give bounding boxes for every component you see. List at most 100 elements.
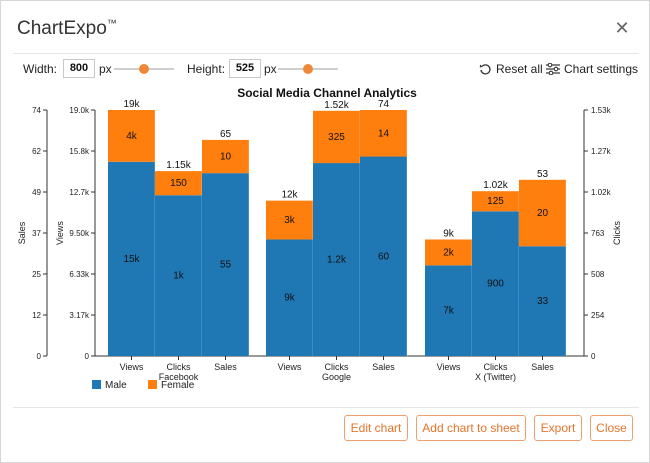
sales-axis-tick-label: 37 xyxy=(32,229,41,238)
bar-male-segment xyxy=(313,163,360,356)
size-toolbar: Width: 800 px Height: 525 px Reset all xyxy=(1,57,650,81)
bar-male-segment xyxy=(108,161,155,356)
legend-female-label: Female xyxy=(161,380,195,391)
trademark-mark: ™ xyxy=(106,18,117,30)
bar-total-label: 1.02k xyxy=(483,180,508,191)
x-category-label: Views xyxy=(437,362,461,372)
height-slider-thumb[interactable] xyxy=(303,64,313,74)
bar-male-segment xyxy=(519,246,566,356)
bar-female-segment xyxy=(266,200,313,240)
header-divider xyxy=(13,53,639,54)
bar-total-label: 74 xyxy=(378,99,390,110)
x-category-label: Views xyxy=(278,362,302,372)
add-chart-to-sheet-button[interactable]: Add chart to sheet xyxy=(416,415,526,441)
bar-female-data-label: 10 xyxy=(220,152,232,163)
bar-male-segment xyxy=(202,173,249,356)
export-button[interactable]: Export xyxy=(534,415,582,441)
sales-axis-tick-label: 25 xyxy=(32,270,41,279)
x-group-label: X (Twitter) xyxy=(475,372,516,382)
x-category-label: Sales xyxy=(372,362,395,372)
bar-total-label: 1.15k xyxy=(166,160,191,171)
bar-female-segment xyxy=(360,110,407,157)
reset-all-button[interactable]: Reset all xyxy=(479,59,543,79)
clicks-axis-tick-label: 763 xyxy=(591,229,605,238)
views-axis-tick-label: 12.7k xyxy=(69,188,90,197)
bar-male-segment xyxy=(472,211,519,356)
bar-male-data-label: 1.2k xyxy=(327,255,347,266)
x-category-label: Sales xyxy=(214,362,237,372)
stacked-bar-chart: Social Media Channel Analytics 0 12 25 37 49 6… xyxy=(17,86,622,391)
bar-male-data-label: 60 xyxy=(378,251,390,262)
width-label: Width: xyxy=(23,62,58,76)
bar-male-segment xyxy=(266,239,313,356)
height-label: Height: xyxy=(187,62,226,76)
bar-female-data-label: 150 xyxy=(170,178,187,189)
bar-male-data-label: 900 xyxy=(487,279,504,290)
bar-total-label: 1.52k xyxy=(324,100,349,111)
sales-axis-label: Sales xyxy=(17,221,27,244)
views-axis-tick-label: 9.50k xyxy=(69,229,90,238)
app-title: ChartExpo™ xyxy=(17,18,117,40)
x-category-label: Views xyxy=(120,362,144,372)
bar-female-data-label: 20 xyxy=(537,208,549,219)
views-axis-tick-label: 0 xyxy=(85,352,90,361)
x-group-label: Facebook xyxy=(159,372,199,382)
close-button[interactable]: Close xyxy=(590,415,633,441)
sales-axis-tick-label: 49 xyxy=(32,188,41,197)
sales-axis-tick-label: 12 xyxy=(32,311,41,320)
bar-male-data-label: 7k xyxy=(443,306,455,317)
bar-female-data-label: 3k xyxy=(284,215,296,226)
clicks-axis-tick-label: 1.02k xyxy=(591,188,612,197)
bar-male-data-label: 55 xyxy=(220,260,232,271)
reset-icon xyxy=(479,63,491,74)
x-category-label: Clicks xyxy=(484,362,508,372)
bar-total-label: 19k xyxy=(123,99,140,110)
bar-total-label: 12k xyxy=(281,190,298,201)
bar-male-data-label: 1k xyxy=(173,271,185,282)
bar-female-segment xyxy=(425,239,472,266)
bar-female-data-label: 125 xyxy=(487,196,504,207)
edit-chart-button[interactable]: Edit chart xyxy=(344,415,408,441)
bar-female-segment xyxy=(155,171,202,196)
bar-female-segment xyxy=(202,139,249,174)
bar-female-segment xyxy=(519,179,566,247)
x-category-label: Sales xyxy=(531,362,554,372)
width-unit: px xyxy=(99,62,112,76)
bar-female-data-label: 325 xyxy=(328,132,345,143)
bar-male-data-label: 15k xyxy=(123,254,140,265)
bar-total-label: 53 xyxy=(537,169,549,180)
bar-female-data-label: 4k xyxy=(126,131,138,142)
width-slider-thumb[interactable] xyxy=(139,64,149,74)
chart-settings-label: Chart settings xyxy=(564,62,639,76)
width-input[interactable]: 800 xyxy=(63,59,95,78)
chart-settings-button[interactable]: Chart settings xyxy=(546,59,638,79)
height-slider[interactable] xyxy=(278,61,338,77)
bar-total-label: 65 xyxy=(220,129,232,140)
width-slider[interactable] xyxy=(114,61,174,77)
height-unit: px xyxy=(264,62,277,76)
clicks-axis-tick-label: 508 xyxy=(591,270,605,279)
views-axis-tick-label: 3.17k xyxy=(69,311,90,320)
sales-axis-tick-label: 0 xyxy=(37,352,42,361)
x-group-label: Google xyxy=(322,372,351,382)
sliders-icon xyxy=(546,63,560,75)
bar-female-segment xyxy=(108,110,155,162)
legend-female-swatch xyxy=(148,380,157,389)
bar-female-data-label: 14 xyxy=(378,128,390,139)
x-category-label: Clicks xyxy=(167,362,191,372)
clicks-axis-tick-label: 1.27k xyxy=(591,147,612,156)
bar-male-data-label: 33 xyxy=(537,296,549,307)
close-icon[interactable]: ✕ xyxy=(614,18,630,38)
bar-male-segment xyxy=(155,195,202,356)
views-axis-tick-label: 6.33k xyxy=(69,270,90,279)
height-input[interactable]: 525 xyxy=(229,59,261,78)
reset-all-label: Reset all xyxy=(496,62,543,76)
views-axis-label: Views xyxy=(55,221,65,245)
chart-title: Social Media Channel Analytics xyxy=(237,86,417,100)
bar-female-segment xyxy=(472,191,519,212)
clicks-axis-tick-label: 0 xyxy=(591,352,596,361)
views-axis-tick-label: 19.0k xyxy=(69,106,90,115)
legend-male-label: Male xyxy=(105,380,127,391)
bar-total-label: 9k xyxy=(443,228,455,239)
